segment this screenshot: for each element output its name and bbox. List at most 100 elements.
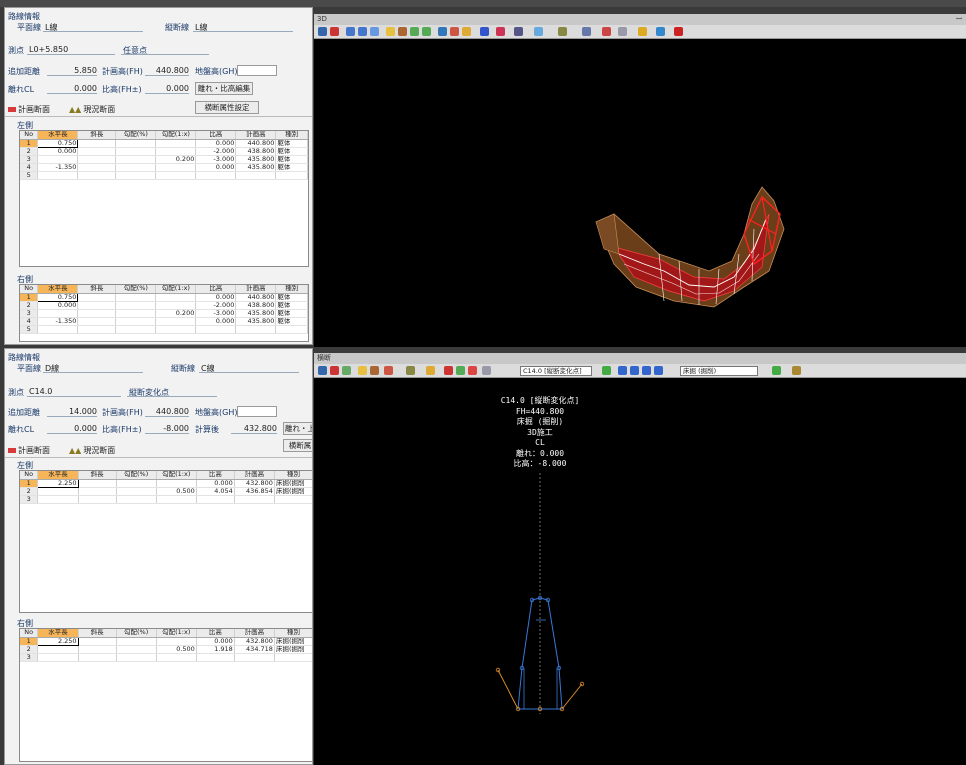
table-row[interactable]: 1 2.250 0.000 432.800 床掘(掘削 xyxy=(20,478,312,488)
page-icon[interactable] xyxy=(482,366,491,375)
grid-cell[interactable]: 躯体 xyxy=(275,301,308,310)
tag-icon[interactable] xyxy=(426,366,435,375)
section-icon[interactable] xyxy=(384,366,393,375)
grid-cell[interactable]: 0.500 xyxy=(156,487,197,496)
grid-cell[interactable] xyxy=(115,139,157,148)
first-icon[interactable] xyxy=(618,366,627,375)
refresh-icon[interactable] xyxy=(330,366,339,375)
viewer-3d[interactable]: 3D ꟷ xyxy=(314,14,966,347)
last-icon[interactable] xyxy=(654,366,663,375)
grid-header-cell[interactable]: 比高 xyxy=(196,471,235,480)
grid-cell[interactable]: 440.800 xyxy=(235,293,277,302)
tab-plan-section[interactable]: 計画断面 xyxy=(8,104,50,115)
cl-value[interactable]: 0.000 xyxy=(47,84,97,94)
grid-cell[interactable] xyxy=(155,325,197,334)
grid-cell[interactable]: 2 xyxy=(20,147,39,156)
pen-icon[interactable] xyxy=(792,366,801,375)
grid-cell[interactable] xyxy=(235,325,277,334)
gh-input[interactable] xyxy=(237,406,277,417)
axis-icon[interactable] xyxy=(422,27,431,36)
grid-header-cell[interactable]: 種別 xyxy=(275,285,308,294)
grid-cell[interactable] xyxy=(77,293,117,302)
grid-cell[interactable] xyxy=(77,317,117,326)
grid-cell[interactable] xyxy=(156,479,197,488)
grid-cell[interactable]: 躯体 xyxy=(275,163,308,172)
grid-cell[interactable]: 3 xyxy=(20,495,39,504)
grid-cell[interactable] xyxy=(115,171,157,180)
section-attr-button[interactable]: 横断属 xyxy=(283,439,312,452)
grid-cell[interactable] xyxy=(37,653,79,662)
section-attr-button[interactable]: 横断属性設定 xyxy=(195,101,259,114)
grid-cell[interactable] xyxy=(77,309,117,318)
grid-cell[interactable]: -1.350 xyxy=(37,163,79,172)
view-icon[interactable] xyxy=(358,27,367,36)
table-row[interactable]: 3 0.200 -3.000 435.800 躯体 xyxy=(20,155,308,164)
grid-cell[interactable]: 438.800 xyxy=(235,301,277,310)
grid-cell[interactable]: 4 xyxy=(20,317,39,326)
grid-header-cell[interactable]: 勾配(1:x) xyxy=(155,131,197,140)
grid-icon[interactable] xyxy=(410,27,419,36)
grid-header-cell[interactable]: 勾配(%) xyxy=(115,285,157,294)
page-icon[interactable] xyxy=(618,27,627,36)
grid-cell[interactable]: 躯体 xyxy=(275,293,308,302)
grid-cell[interactable] xyxy=(234,653,275,662)
grid-cell[interactable] xyxy=(155,317,197,326)
cut-icon[interactable] xyxy=(602,27,611,36)
offset-edit-button[interactable]: 離れ・比高編集 xyxy=(195,82,253,95)
grid-cell[interactable] xyxy=(196,495,235,504)
grid-cell[interactable]: -2.000 xyxy=(195,147,237,156)
grid-cell[interactable] xyxy=(77,155,117,164)
grid-cell[interactable]: 床掘(掘削 xyxy=(274,487,312,496)
table-row[interactable]: 2 0.500 1.918 434.718 床掘(掘削 xyxy=(20,645,312,654)
add-dist-value[interactable]: 14.000 xyxy=(47,407,97,417)
grid-header-cell[interactable]: 比高 xyxy=(196,629,235,638)
grid-header-cell[interactable]: No xyxy=(20,629,39,638)
grid-cell[interactable]: 432.800 xyxy=(234,637,275,646)
grid-cell[interactable] xyxy=(234,495,275,504)
surface-icon[interactable] xyxy=(480,27,489,36)
add-icon[interactable] xyxy=(772,366,781,375)
grid-cell[interactable] xyxy=(37,487,79,496)
grid-cell[interactable] xyxy=(155,293,197,302)
table-row[interactable]: 3 0.200 -3.000 435.800 躯体 xyxy=(20,309,308,318)
profile-line-value[interactable]: L線 xyxy=(195,23,208,32)
add-dist-value[interactable]: 5.850 xyxy=(47,66,97,76)
grid-header-cell[interactable]: 水平長 xyxy=(37,471,79,480)
grid-header-cell[interactable]: 水平長 xyxy=(37,131,79,140)
grid-cell[interactable] xyxy=(37,495,79,504)
grid-header-cell[interactable]: 計画高 xyxy=(234,629,275,638)
mesh-icon[interactable] xyxy=(496,27,505,36)
grid-header-cell[interactable]: 水平長 xyxy=(37,285,79,294)
grid-cell[interactable] xyxy=(116,637,157,646)
grid-header-cell[interactable]: 比高 xyxy=(195,285,237,294)
tab-plan-section[interactable]: 計画断面 xyxy=(8,445,50,456)
grid-cell[interactable] xyxy=(78,495,117,504)
grid-cell[interactable] xyxy=(78,645,117,654)
grid-cell[interactable]: 0.000 xyxy=(195,139,237,148)
grid-cell[interactable]: 床掘(掘削 xyxy=(274,645,312,654)
grid-cell[interactable] xyxy=(37,309,79,318)
plan-line-value[interactable]: L線 xyxy=(45,23,58,32)
grid-cell[interactable] xyxy=(155,301,197,310)
grid-cell[interactable]: 4 xyxy=(20,163,39,172)
scale-icon[interactable] xyxy=(406,366,415,375)
grid-header-cell[interactable]: 勾配(1:x) xyxy=(156,629,197,638)
grid-cell[interactable] xyxy=(195,171,237,180)
grid-cell[interactable] xyxy=(156,653,197,662)
plan-line-value[interactable]: D線 xyxy=(45,364,60,373)
grid-cell[interactable] xyxy=(155,147,197,156)
grid-cell[interactable]: 436.854 xyxy=(234,487,275,496)
view-icon[interactable] xyxy=(346,27,355,36)
fh-value[interactable]: 440.800 xyxy=(145,66,189,76)
grid-header-cell[interactable]: 斜長 xyxy=(77,285,117,294)
rel-value[interactable]: -8.000 xyxy=(145,424,189,434)
grid-cell[interactable] xyxy=(77,301,117,310)
grid-cell[interactable]: 躯体 xyxy=(275,309,308,318)
next-icon[interactable] xyxy=(642,366,651,375)
grid-cell[interactable] xyxy=(77,171,117,180)
grid-cell[interactable]: 0.000 xyxy=(195,163,237,172)
table-row[interactable]: 4 -1.350 0.000 435.800 躯体 xyxy=(20,163,308,172)
grid-cell[interactable]: 3 xyxy=(20,309,39,318)
grid-cell[interactable] xyxy=(115,293,157,302)
paint-icon[interactable] xyxy=(638,27,647,36)
